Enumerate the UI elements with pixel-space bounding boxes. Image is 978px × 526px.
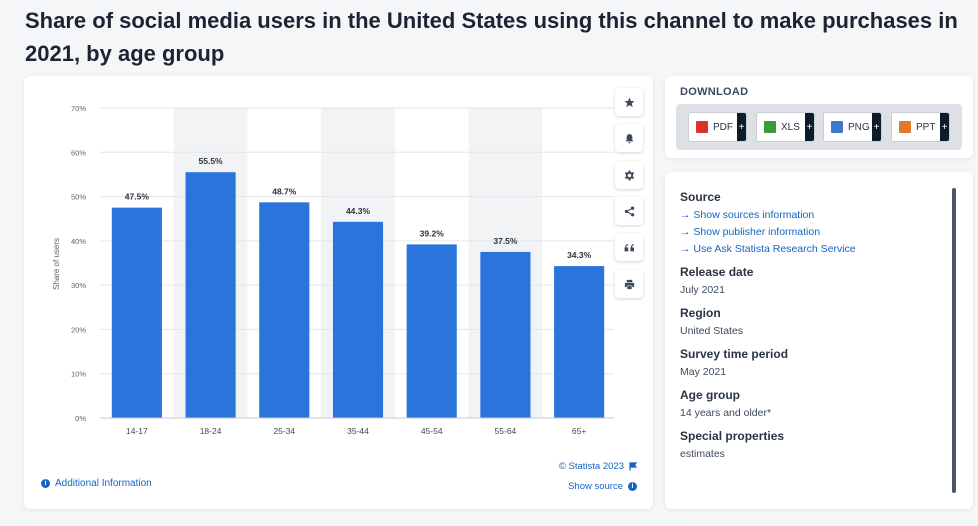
y-tick-label: 40% bbox=[71, 237, 86, 246]
chart-card: 0% 10% 20% 30% 40% 50% 60% 70% 47.5% 55.5% 48.7% 4… bbox=[24, 76, 653, 509]
details-panel: Source → Show sources information → Show… bbox=[665, 172, 973, 509]
pdf-file-icon bbox=[696, 121, 708, 133]
print-icon bbox=[624, 279, 634, 289]
bar-value-label: 37.5% bbox=[493, 236, 518, 246]
research-service-link[interactable]: → Use Ask Statista Research Service bbox=[680, 243, 856, 255]
plus-icon: + bbox=[940, 113, 949, 141]
print-button[interactable] bbox=[615, 270, 643, 298]
download-xls-button[interactable]: XLS + bbox=[756, 112, 815, 142]
bar[interactable] bbox=[554, 266, 605, 418]
x-tick-label: 25-34 bbox=[273, 426, 295, 436]
survey-period-label: Survey time period bbox=[680, 347, 789, 361]
info-icon: i bbox=[41, 479, 50, 488]
x-tick-label: 35-44 bbox=[347, 426, 369, 436]
show-publisher-link[interactable]: → Show publisher information bbox=[680, 226, 821, 238]
bar[interactable] bbox=[185, 172, 236, 418]
bar-value-label: 47.5% bbox=[125, 192, 150, 202]
gear-icon bbox=[624, 170, 634, 180]
download-ppt-label: PPT bbox=[916, 121, 936, 133]
show-sources-link[interactable]: → Show sources information bbox=[680, 209, 815, 221]
bar[interactable] bbox=[259, 202, 310, 418]
y-tick-label: 70% bbox=[71, 104, 86, 113]
y-tick-label: 20% bbox=[71, 325, 86, 334]
copyright-label: © Statista 2023 bbox=[558, 461, 624, 472]
bar-value-label: 55.5% bbox=[199, 156, 224, 166]
special-properties-value: estimates bbox=[680, 448, 725, 460]
additional-information-label: Additional Information bbox=[55, 478, 152, 489]
y-axis-label: Share of users bbox=[52, 238, 61, 290]
bar[interactable] bbox=[480, 251, 531, 418]
region-label: Region bbox=[680, 306, 721, 320]
bar-value-label: 39.2% bbox=[420, 228, 445, 238]
bar-value-label: 34.3% bbox=[567, 250, 592, 260]
download-ppt-button[interactable]: PPT + bbox=[891, 112, 950, 142]
flag-icon bbox=[629, 462, 637, 471]
x-tick-label: 65+ bbox=[572, 426, 586, 436]
age-group-value: 14 years and older* bbox=[680, 407, 772, 419]
bell-icon bbox=[625, 133, 633, 143]
special-properties-label: Special properties bbox=[680, 429, 785, 443]
y-tick-label: 60% bbox=[71, 148, 86, 157]
x-tick-label: 18-24 bbox=[200, 426, 222, 436]
share-button[interactable] bbox=[615, 197, 643, 225]
y-tick-label: 30% bbox=[71, 281, 86, 290]
copyright-link[interactable]: © Statista 2023 bbox=[559, 461, 637, 472]
plus-icon: + bbox=[805, 113, 814, 141]
settings-button[interactable] bbox=[615, 161, 643, 189]
share-icon bbox=[624, 206, 634, 216]
region-value: United States bbox=[680, 325, 744, 337]
download-options: PDF + XLS + PNG + PPT + bbox=[676, 104, 962, 150]
download-pdf-label: PDF bbox=[713, 121, 733, 133]
x-tick-label: 45-54 bbox=[421, 426, 443, 436]
download-png-button[interactable]: PNG + bbox=[823, 112, 882, 142]
quote-icon bbox=[624, 243, 634, 251]
age-group-label: Age group bbox=[680, 388, 740, 402]
cite-button[interactable] bbox=[615, 233, 643, 261]
download-pdf-button[interactable]: PDF + bbox=[688, 112, 747, 142]
y-tick-label: 50% bbox=[71, 193, 86, 202]
ppt-file-icon bbox=[899, 121, 911, 133]
xls-file-icon bbox=[764, 121, 776, 133]
bar-chart: 0% 10% 20% 30% 40% 50% 60% 70% 47.5% 55.5% 48.7% 4… bbox=[52, 104, 614, 436]
details-scrollbar[interactable] bbox=[952, 188, 956, 493]
release-date-label: Release date bbox=[680, 265, 754, 279]
release-date-value: July 2021 bbox=[680, 284, 725, 296]
download-png-label: PNG bbox=[848, 121, 870, 133]
source-label: Source bbox=[680, 190, 721, 204]
download-heading: DOWNLOAD bbox=[680, 86, 749, 98]
show-source-link[interactable]: Show source i bbox=[568, 481, 637, 492]
info-icon: i bbox=[628, 482, 637, 491]
additional-information-link[interactable]: i Additional Information bbox=[41, 478, 152, 489]
x-tick-label: 55-64 bbox=[495, 426, 517, 436]
star-icon bbox=[623, 97, 635, 107]
png-file-icon bbox=[831, 121, 843, 133]
plus-icon: + bbox=[737, 113, 746, 141]
show-source-label: Show source bbox=[568, 481, 623, 492]
bar[interactable] bbox=[332, 221, 384, 418]
notification-button[interactable] bbox=[615, 124, 643, 152]
x-tick-label: 14-17 bbox=[126, 426, 148, 436]
y-tick-label: 0% bbox=[75, 414, 86, 423]
y-tick-label: 10% bbox=[71, 370, 86, 379]
favorite-button[interactable] bbox=[615, 88, 643, 116]
survey-period-value: May 2021 bbox=[680, 366, 727, 378]
plus-icon: + bbox=[872, 113, 881, 141]
download-panel: DOWNLOAD PDF + XLS + PNG + PPT + bbox=[665, 76, 973, 158]
page-title: Share of social media users in the Unite… bbox=[25, 8, 958, 66]
download-xls-label: XLS bbox=[781, 121, 800, 133]
bar-value-label: 48.7% bbox=[272, 186, 297, 196]
bar-value-label: 44.3% bbox=[346, 206, 371, 216]
bar[interactable] bbox=[406, 244, 457, 418]
bar[interactable] bbox=[111, 207, 162, 418]
